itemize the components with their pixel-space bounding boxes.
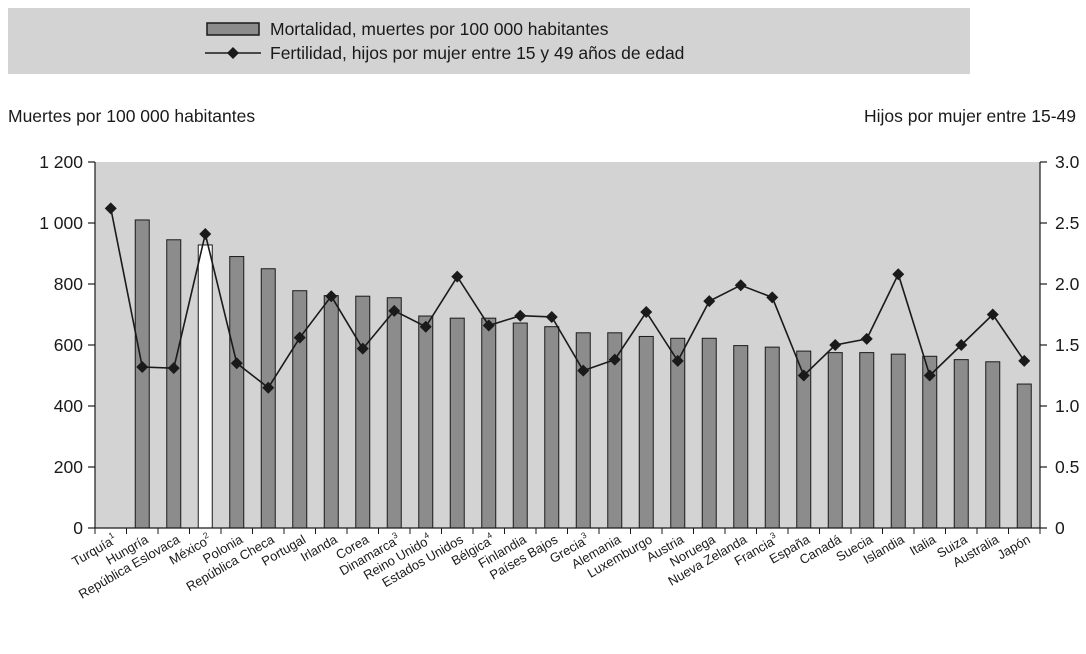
bar-1: [134, 219, 150, 529]
fertility-point-25: [892, 268, 905, 281]
right-axis-title: Hijos por mujer entre 15-49: [863, 106, 1076, 126]
y2-tick-label-1: 0.5: [1055, 457, 1079, 477]
bar-4: [229, 256, 245, 529]
bar-14: [544, 326, 560, 529]
fertility-point-15: [577, 364, 590, 377]
legend-item-mortality: Mortalidad, muertes por 100 000 habitant…: [205, 17, 609, 41]
bar-13: [512, 322, 528, 529]
fertility-point-22: [797, 369, 810, 382]
y2-tick-label-3: 1.5: [1055, 335, 1079, 355]
fertility-point-17: [640, 306, 653, 319]
fertility-point-19: [703, 295, 716, 308]
legend-bar-swatch: [205, 19, 261, 39]
bar-6: [292, 290, 308, 529]
fertility-point-2: [167, 362, 180, 375]
fertility-point-5: [262, 381, 275, 394]
bar-7: [323, 295, 339, 529]
fertility-point-12: [482, 319, 495, 332]
x-tick-label-26: Italia: [907, 531, 939, 558]
fertility-point-1: [136, 360, 149, 373]
y2-tick-label-0: 0: [1055, 518, 1065, 538]
y2-tick-label-5: 2.5: [1055, 213, 1079, 233]
y-tick-label-6: 1 200: [39, 152, 83, 172]
fertility-point-24: [860, 332, 873, 345]
fertility-point-6: [293, 331, 306, 344]
fertility-point-14: [545, 310, 558, 323]
fertility-point-4: [230, 357, 243, 370]
bar-19: [701, 337, 717, 529]
x-tick-label-29: Japón: [995, 532, 1033, 563]
legend: Mortalidad, muertes por 100 000 habitant…: [8, 8, 970, 74]
fertility-point-18: [671, 354, 684, 367]
bar-21: [764, 346, 780, 529]
y-tick-label-4: 800: [54, 274, 83, 294]
bar-28: [985, 361, 1001, 529]
left-axis-title: Muertes por 100 000 habitantes: [8, 106, 256, 126]
bar-25: [890, 353, 906, 529]
y-tick-label-1: 200: [54, 457, 83, 477]
fertility-point-20: [734, 279, 747, 292]
legend-line-label: Fertilidad, hijos por mujer entre 15 y 4…: [270, 42, 685, 63]
bar-20: [733, 345, 749, 529]
fertility-point-13: [514, 309, 527, 322]
fertility-point-27: [955, 339, 968, 351]
y-tick-label-0: 0: [73, 518, 83, 538]
bar-17: [638, 335, 654, 529]
fertility-point-9: [388, 304, 401, 317]
y-tick-label-3: 600: [54, 335, 83, 355]
fertility-line: [110, 208, 1025, 389]
bar-2: [166, 239, 182, 529]
bar-23: [827, 352, 843, 529]
bar-9: [386, 297, 402, 529]
fertility-point-29: [1018, 354, 1031, 367]
fertility-point-16: [608, 353, 621, 366]
bar-3: [197, 244, 213, 529]
bar-11: [449, 317, 465, 529]
legend-bar-label: Mortalidad, muertes por 100 000 habitant…: [270, 18, 609, 39]
bar-5: [260, 268, 276, 529]
fertility-point-3: [199, 227, 212, 240]
fertility-point-23: [829, 339, 842, 351]
bar-10: [418, 315, 434, 529]
y2-tick-label-6: 3.0: [1055, 152, 1080, 172]
fertility-point-0: [104, 202, 117, 215]
bar-24: [859, 352, 875, 529]
fertility-point-11: [451, 270, 464, 283]
fertility-point-26: [923, 369, 936, 382]
fertility-point-28: [986, 308, 999, 321]
y-tick-label-5: 1 000: [39, 213, 83, 233]
bar-8: [355, 295, 371, 529]
legend-item-fertility: Fertilidad, hijos por mujer entre 15 y 4…: [205, 41, 684, 65]
fertility-point-21: [766, 291, 779, 304]
y2-tick-label-4: 2.0: [1055, 274, 1080, 294]
fertility-point-7: [325, 290, 338, 303]
y2-tick-label-2: 1.0: [1055, 396, 1080, 416]
bar-27: [953, 359, 969, 529]
bar-29: [1016, 383, 1032, 529]
y-tick-label-2: 400: [54, 396, 83, 416]
bar-26: [922, 355, 938, 529]
fertility-point-8: [356, 342, 369, 355]
bar-12: [481, 317, 497, 529]
fertility-point-10: [419, 320, 432, 333]
legend-line-swatch: [205, 43, 261, 63]
